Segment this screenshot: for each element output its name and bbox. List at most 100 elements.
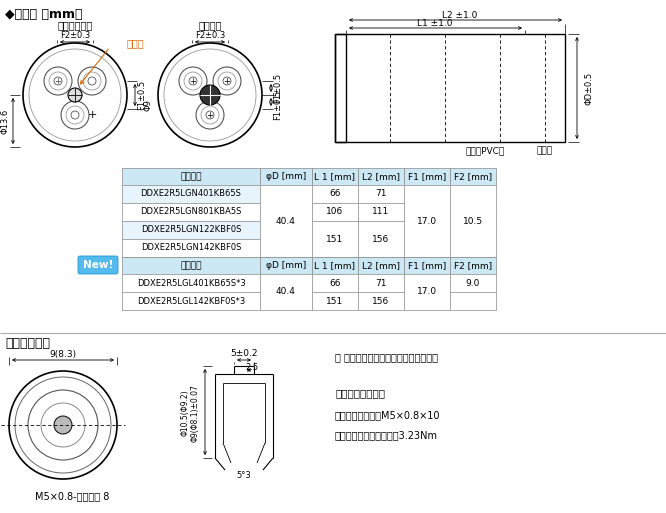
Text: New!: New! xyxy=(83,260,113,270)
Text: 17.0: 17.0 xyxy=(417,287,437,297)
Text: +: + xyxy=(190,76,196,86)
Text: 156: 156 xyxy=(372,297,390,306)
Bar xyxy=(122,221,260,239)
Bar xyxy=(450,168,496,185)
Bar xyxy=(260,292,312,310)
Bar xyxy=(312,185,358,203)
Text: L1 ±1.0: L1 ±1.0 xyxy=(418,19,453,29)
Text: 17.0: 17.0 xyxy=(417,216,437,226)
Text: ＜端子螺丝规格＞: ＜端子螺丝规格＞ xyxy=(335,388,385,398)
Text: DDXE2R5LGN142KBF0S: DDXE2R5LGN142KBF0S xyxy=(141,244,241,252)
Bar xyxy=(122,221,260,239)
Text: 40.4: 40.4 xyxy=(276,287,296,297)
Bar xyxy=(358,274,404,292)
Bar xyxy=(358,239,404,257)
Bar xyxy=(260,168,312,185)
Bar xyxy=(404,185,450,203)
Bar xyxy=(122,292,260,310)
Text: DDXE2R5LGN401KB65S: DDXE2R5LGN401KB65S xyxy=(141,189,242,199)
Bar xyxy=(450,221,496,239)
Text: +: + xyxy=(87,110,97,120)
Text: L 1 [mm]: L 1 [mm] xyxy=(314,172,356,181)
Bar xyxy=(335,34,346,142)
Bar xyxy=(358,221,404,257)
Bar xyxy=(260,185,312,257)
Text: F2±0.3: F2±0.3 xyxy=(195,31,225,41)
Bar xyxy=(312,221,358,257)
Bar xyxy=(260,257,312,274)
Text: +: + xyxy=(224,76,230,86)
Bar xyxy=(450,274,496,292)
Bar xyxy=(404,274,450,292)
Bar xyxy=(404,221,450,239)
Bar xyxy=(450,292,496,310)
Bar xyxy=(122,168,260,185)
Bar xyxy=(358,292,404,310)
Bar xyxy=(122,203,260,221)
Bar xyxy=(358,274,404,292)
Bar xyxy=(122,292,260,310)
Text: DDXE2R5LGL401KB65S*3: DDXE2R5LGL401KB65S*3 xyxy=(137,279,245,287)
Text: 水平安装产品: 水平安装产品 xyxy=(57,20,93,30)
Bar xyxy=(404,185,450,257)
Bar xyxy=(404,257,450,274)
Bar xyxy=(450,239,496,257)
Text: Φ10.5(Φ9.2): Φ10.5(Φ9.2) xyxy=(180,390,190,437)
Text: F1±0.5: F1±0.5 xyxy=(137,80,147,110)
Bar xyxy=(358,292,404,310)
Text: F1±0.5: F1±0.5 xyxy=(274,73,282,103)
Bar xyxy=(450,185,496,203)
Bar xyxy=(450,292,496,310)
Text: 156: 156 xyxy=(372,234,390,244)
Bar xyxy=(122,203,260,221)
Bar xyxy=(122,239,260,257)
Bar xyxy=(122,274,260,292)
Text: 9.0: 9.0 xyxy=(466,279,480,287)
Text: 151: 151 xyxy=(326,234,344,244)
Text: 套管（PVC）: 套管（PVC） xyxy=(466,147,505,155)
Text: 压力阀: 压力阀 xyxy=(127,38,145,48)
Bar xyxy=(122,239,260,257)
Text: L2 [mm]: L2 [mm] xyxy=(362,261,400,270)
Text: 9(8.3): 9(8.3) xyxy=(49,350,77,360)
Bar xyxy=(260,274,312,310)
Bar xyxy=(404,203,450,221)
Bar xyxy=(312,185,358,203)
Text: L2 [mm]: L2 [mm] xyxy=(362,172,400,181)
Circle shape xyxy=(54,416,72,434)
Bar xyxy=(312,203,358,221)
Text: Φ9(Φ8.1)±0.07: Φ9(Φ8.1)±0.07 xyxy=(190,384,200,442)
Bar xyxy=(358,185,404,203)
Text: DDXE2R5LGL142KBF0S*3: DDXE2R5LGL142KBF0S*3 xyxy=(137,297,245,306)
Bar xyxy=(404,292,450,310)
Text: 产品型号: 产品型号 xyxy=(180,261,202,270)
Bar xyxy=(122,185,260,203)
Text: F1±0.5: F1±0.5 xyxy=(274,90,282,120)
Text: 以往产品: 以往产品 xyxy=(198,20,222,30)
Bar xyxy=(312,203,358,221)
Bar xyxy=(358,257,404,274)
Text: 塑料板: 塑料板 xyxy=(537,147,553,155)
Text: DDXE2R5LGN122KBF0S: DDXE2R5LGN122KBF0S xyxy=(141,226,241,234)
Text: F1 [mm]: F1 [mm] xyxy=(408,172,446,181)
Text: 十字六角长螺丝：M5×0.8×10: 十字六角长螺丝：M5×0.8×10 xyxy=(335,410,440,420)
Text: 2.5: 2.5 xyxy=(246,364,258,372)
Text: （ ）为垂直、水平安装均可产品的尺寸: （ ）为垂直、水平安装均可产品的尺寸 xyxy=(335,352,438,362)
Bar xyxy=(312,292,358,310)
Text: F1 [mm]: F1 [mm] xyxy=(408,261,446,270)
Text: DDXE2R5LGN801KBA5S: DDXE2R5LGN801KBA5S xyxy=(141,207,242,216)
Text: 螺丝紧固最大容许扆矩：3.23Nm: 螺丝紧固最大容许扆矩：3.23Nm xyxy=(335,430,438,440)
Bar xyxy=(122,257,260,274)
Text: F2 [mm]: F2 [mm] xyxy=(454,261,492,270)
Bar xyxy=(358,221,404,239)
Bar xyxy=(404,274,450,310)
Text: 5±0.2: 5±0.2 xyxy=(230,349,258,359)
Text: 151: 151 xyxy=(326,297,344,306)
Bar xyxy=(312,274,358,292)
Text: ΦD±0.5: ΦD±0.5 xyxy=(585,71,593,105)
Bar xyxy=(450,257,496,274)
Bar xyxy=(260,239,312,257)
Text: ◆尺寸图 ［mm］: ◆尺寸图 ［mm］ xyxy=(5,8,83,21)
Text: F2±0.3: F2±0.3 xyxy=(60,31,90,41)
Bar xyxy=(335,34,565,142)
